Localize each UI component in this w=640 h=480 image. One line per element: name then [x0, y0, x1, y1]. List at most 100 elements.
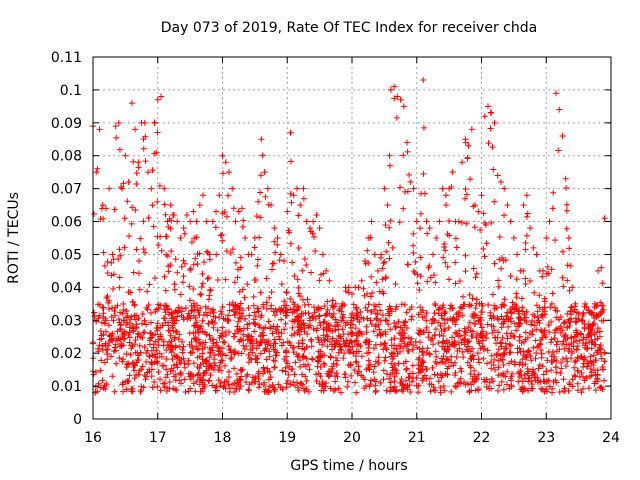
data-point	[261, 379, 268, 386]
data-point	[349, 330, 356, 337]
data-point	[133, 170, 140, 177]
data-point	[178, 312, 185, 319]
data-point	[574, 343, 581, 350]
data-point	[399, 332, 406, 339]
y-axis-title: ROTI / TECUs	[6, 192, 22, 284]
data-point	[452, 280, 459, 287]
data-point	[187, 385, 194, 392]
y-tick-label: 0.11	[51, 50, 82, 66]
data-point	[102, 317, 109, 324]
data-point	[572, 300, 579, 307]
data-point	[211, 356, 218, 363]
data-point	[126, 233, 133, 240]
data-point	[548, 353, 555, 360]
data-point	[108, 337, 115, 344]
data-point	[557, 370, 564, 377]
data-point	[272, 348, 279, 355]
data-point	[504, 335, 511, 342]
data-point	[197, 388, 204, 395]
data-point	[194, 260, 201, 267]
data-point	[266, 383, 273, 390]
data-point	[536, 320, 543, 327]
data-point	[311, 233, 318, 240]
data-point	[516, 307, 523, 314]
data-point	[552, 364, 559, 371]
data-point	[163, 346, 170, 353]
data-point	[381, 258, 388, 265]
data-point	[391, 345, 398, 352]
data-point	[104, 293, 111, 300]
data-point	[552, 327, 559, 334]
data-point	[475, 371, 482, 378]
data-point	[358, 353, 365, 360]
data-point	[588, 325, 595, 332]
data-point	[465, 324, 472, 331]
data-point	[165, 305, 172, 312]
data-point	[420, 124, 427, 131]
data-point	[489, 144, 496, 151]
data-point	[97, 328, 104, 335]
data-point	[372, 378, 379, 385]
data-point	[171, 281, 178, 288]
data-point	[165, 263, 172, 270]
data-point	[206, 354, 213, 361]
data-point	[352, 353, 359, 360]
data-point	[521, 338, 528, 345]
data-point	[481, 253, 488, 260]
data-point	[237, 376, 244, 383]
data-point	[258, 312, 265, 319]
data-point	[382, 340, 389, 347]
data-point	[440, 302, 447, 309]
data-point	[500, 361, 507, 368]
data-point	[200, 259, 207, 266]
data-point	[513, 276, 520, 283]
data-point	[387, 217, 394, 224]
data-point	[423, 324, 430, 331]
data-point	[327, 385, 334, 392]
data-point	[458, 219, 465, 226]
data-point	[302, 373, 309, 380]
data-point	[471, 224, 478, 231]
data-point	[332, 354, 339, 361]
data-point	[305, 361, 312, 368]
data-point	[467, 362, 474, 369]
data-point	[520, 352, 527, 359]
data-point	[357, 343, 364, 350]
data-point	[473, 296, 480, 303]
data-point	[174, 313, 181, 320]
data-point	[231, 311, 238, 318]
data-point	[567, 308, 574, 315]
data-point	[498, 313, 505, 320]
data-point	[472, 202, 479, 209]
data-point	[599, 280, 606, 287]
data-point	[550, 378, 557, 385]
data-point	[367, 293, 374, 300]
data-point	[601, 215, 608, 222]
data-point	[153, 149, 160, 156]
data-point	[551, 304, 558, 311]
data-point	[452, 321, 459, 328]
data-point	[171, 286, 178, 293]
data-point	[267, 374, 274, 381]
data-point	[225, 373, 232, 380]
data-point	[264, 341, 271, 348]
data-point	[551, 335, 558, 342]
data-point	[265, 318, 272, 325]
data-point	[326, 338, 333, 345]
data-point	[596, 333, 603, 340]
data-point	[481, 378, 488, 385]
data-point	[147, 319, 154, 326]
data-point	[214, 277, 221, 284]
data-point	[303, 218, 310, 225]
data-point	[338, 317, 345, 324]
data-point	[591, 331, 598, 338]
data-point	[380, 367, 387, 374]
y-tick-label: 0.07	[51, 182, 82, 198]
data-point	[482, 221, 489, 228]
data-point	[507, 218, 514, 225]
data-point	[239, 312, 246, 319]
data-point	[162, 287, 169, 294]
data-point	[292, 359, 299, 366]
data-point	[491, 305, 498, 312]
data-point	[263, 299, 270, 306]
